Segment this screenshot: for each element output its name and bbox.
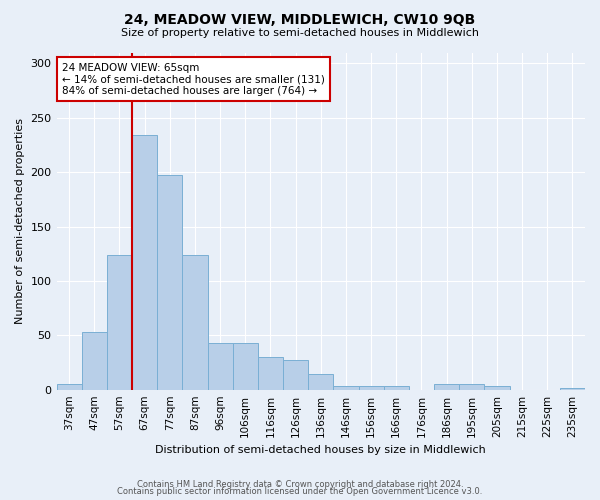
Text: Contains public sector information licensed under the Open Government Licence v3: Contains public sector information licen… <box>118 487 482 496</box>
Bar <box>132 135 157 390</box>
Bar <box>383 386 409 390</box>
Y-axis label: Number of semi-detached properties: Number of semi-detached properties <box>15 118 25 324</box>
Bar <box>157 176 182 390</box>
Bar <box>434 384 459 390</box>
Bar <box>459 384 484 390</box>
Bar <box>208 343 233 390</box>
X-axis label: Distribution of semi-detached houses by size in Middlewich: Distribution of semi-detached houses by … <box>155 445 486 455</box>
Text: Size of property relative to semi-detached houses in Middlewich: Size of property relative to semi-detach… <box>121 28 479 38</box>
Bar <box>182 255 208 390</box>
Bar <box>82 332 107 390</box>
Bar <box>560 388 585 390</box>
Bar <box>233 343 258 390</box>
Bar <box>56 384 82 390</box>
Bar <box>334 386 359 390</box>
Bar <box>283 360 308 390</box>
Text: 24 MEADOW VIEW: 65sqm
← 14% of semi-detached houses are smaller (131)
84% of sem: 24 MEADOW VIEW: 65sqm ← 14% of semi-deta… <box>62 62 325 96</box>
Bar <box>258 357 283 390</box>
Bar <box>484 386 509 390</box>
Bar <box>107 255 132 390</box>
Text: 24, MEADOW VIEW, MIDDLEWICH, CW10 9QB: 24, MEADOW VIEW, MIDDLEWICH, CW10 9QB <box>124 12 476 26</box>
Text: Contains HM Land Registry data © Crown copyright and database right 2024.: Contains HM Land Registry data © Crown c… <box>137 480 463 489</box>
Bar <box>359 386 383 390</box>
Bar <box>308 374 334 390</box>
